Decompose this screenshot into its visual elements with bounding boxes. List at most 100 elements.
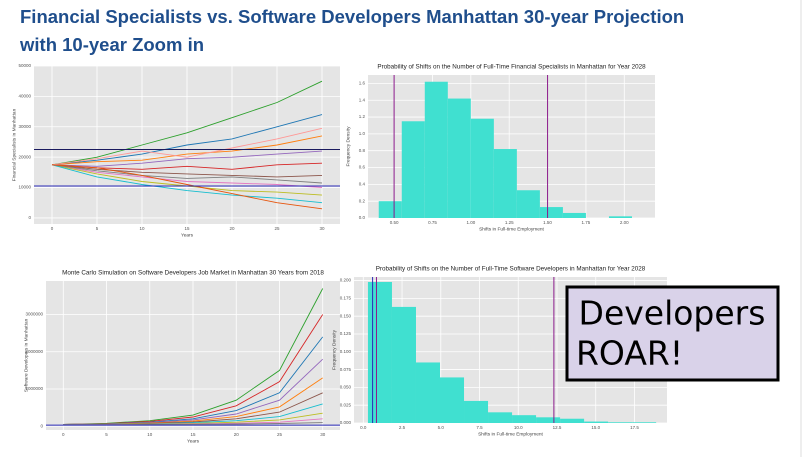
x-tick-label: 15 xyxy=(184,226,190,231)
histogram-bar xyxy=(560,418,585,423)
histogram-bar xyxy=(608,422,633,423)
y-tick-label: 0 xyxy=(40,423,43,428)
chart-title: Monte Carlo Simulation on Software Devel… xyxy=(62,270,324,277)
series-line xyxy=(51,164,323,188)
y-tick-label: 10000 xyxy=(18,185,31,190)
histogram-bar xyxy=(367,281,392,423)
series-line xyxy=(51,80,323,166)
y-tick-label: 0.2 xyxy=(359,198,366,203)
callout-box xyxy=(565,285,780,382)
x-tick-label: 20 xyxy=(229,226,235,231)
x-axis-label: Years xyxy=(181,232,194,238)
y-tick-label: 40000 xyxy=(18,94,31,99)
y-tick-label: 0.4 xyxy=(359,182,366,187)
x-tick-label: 0 xyxy=(51,226,54,231)
series-line xyxy=(51,114,323,166)
x-tick-label: 30 xyxy=(320,432,326,437)
histogram-bar xyxy=(539,207,563,218)
series-line xyxy=(51,135,323,166)
y-tick-label: 0.000 xyxy=(340,420,352,425)
histogram-bar xyxy=(536,417,561,423)
series-line xyxy=(51,127,323,166)
x-tick-label: 5 xyxy=(96,226,99,231)
y-axis-label: Frequency Density xyxy=(331,329,337,370)
y-tick-label: 2000000 xyxy=(25,349,43,354)
x-axis-label: Shifts in Full-time Employment xyxy=(479,226,544,232)
histogram-bar xyxy=(632,422,657,423)
x-tick-label: 1.25 xyxy=(505,220,514,225)
y-tick-label: 1.0 xyxy=(359,131,366,136)
chart-title: Probability of Shifts on the Number of F… xyxy=(377,64,646,71)
y-axis-label: Software Developers in Manhattan xyxy=(23,318,29,392)
y-axis-label: Frequency Density xyxy=(345,126,351,167)
y-tick-label: 30000 xyxy=(18,124,31,129)
series-line xyxy=(63,422,323,426)
histogram-bar xyxy=(584,421,609,423)
y-tick-label: 0.200 xyxy=(340,278,352,283)
x-tick-label: 1.50 xyxy=(543,220,552,225)
x-tick-label: 25 xyxy=(274,226,280,231)
x-tick-label: 20 xyxy=(234,432,240,437)
x-tick-label: 10.0 xyxy=(514,425,523,430)
histogram-bar xyxy=(488,412,513,423)
histogram-bar xyxy=(608,216,632,218)
callout-text: ROAR! xyxy=(576,334,683,373)
histogram-bar xyxy=(516,190,540,218)
x-tick-label: 2.00 xyxy=(620,220,629,225)
histogram-bar xyxy=(512,415,537,423)
x-tick-label: 0 xyxy=(62,432,65,437)
slide-title: Financial Specialists vs. Software Devel… xyxy=(20,6,684,27)
y-tick-label: 0.6 xyxy=(359,165,366,170)
x-tick-label: 5 xyxy=(105,432,108,437)
x-tick-label: 7.5 xyxy=(476,425,483,430)
y-tick-label: 1.2 xyxy=(359,114,366,119)
chart-title: Probability of Shifts on the Number of F… xyxy=(376,266,646,273)
histogram-bar xyxy=(562,212,586,218)
x-tick-label: 0.75 xyxy=(428,220,437,225)
y-axis-label: Financial Specialists in Manhattan xyxy=(11,108,17,181)
x-tick-label: 17.5 xyxy=(630,425,639,430)
callout-text: Developers xyxy=(579,294,766,333)
x-axis-label: Shifts in Full-time Employment xyxy=(478,431,543,437)
histogram-bar xyxy=(447,98,471,218)
slide-title: with 10-year Zoom in xyxy=(19,34,204,55)
y-tick-label: 1.4 xyxy=(359,97,366,102)
x-axis-label: Years xyxy=(187,438,200,444)
y-tick-label: 0.0 xyxy=(359,215,366,220)
x-tick-label: 0.0 xyxy=(360,425,367,430)
x-tick-label: 12.5 xyxy=(553,425,562,430)
y-tick-label: 1000000 xyxy=(25,386,43,391)
y-tick-label: 0.8 xyxy=(359,148,366,153)
histogram-bar xyxy=(493,149,517,218)
histogram-bar xyxy=(470,118,494,218)
histogram-bar xyxy=(439,377,465,423)
x-tick-label: 2.5 xyxy=(399,425,406,430)
x-tick-label: 10 xyxy=(139,226,145,231)
y-tick-label: 0.025 xyxy=(340,402,352,407)
x-tick-label: 15.0 xyxy=(591,425,600,430)
histogram-bar xyxy=(415,362,440,423)
x-tick-label: 15 xyxy=(190,432,196,437)
charts: 0 5 10 15 20 25 30 0 10000 20000 30000 40000 50000 Ye… xyxy=(11,63,667,444)
series-line xyxy=(51,164,323,184)
series-line xyxy=(51,164,323,178)
y-tick-label: 3000000 xyxy=(25,312,43,317)
y-tick-label: 0.100 xyxy=(340,349,352,354)
x-tick-label: 10 xyxy=(147,432,153,437)
histogram-bar xyxy=(464,400,489,423)
y-tick-label: 0 xyxy=(28,215,31,220)
series-line xyxy=(51,164,323,204)
y-tick-label: 0.050 xyxy=(340,385,352,390)
y-tick-label: 50000 xyxy=(18,63,31,68)
x-tick-label: 25 xyxy=(277,432,283,437)
y-tick-label: 0.125 xyxy=(340,331,352,336)
series-line xyxy=(51,164,323,210)
y-tick-label: 20000 xyxy=(18,154,31,159)
x-tick-label: 30 xyxy=(319,226,325,231)
x-tick-label: 5.0 xyxy=(438,425,445,430)
y-tick-label: 1.6 xyxy=(359,81,366,86)
x-tick-label: 1.00 xyxy=(466,220,475,225)
x-tick-label: 0.50 xyxy=(390,220,399,225)
x-tick-label: 1.75 xyxy=(582,220,591,225)
